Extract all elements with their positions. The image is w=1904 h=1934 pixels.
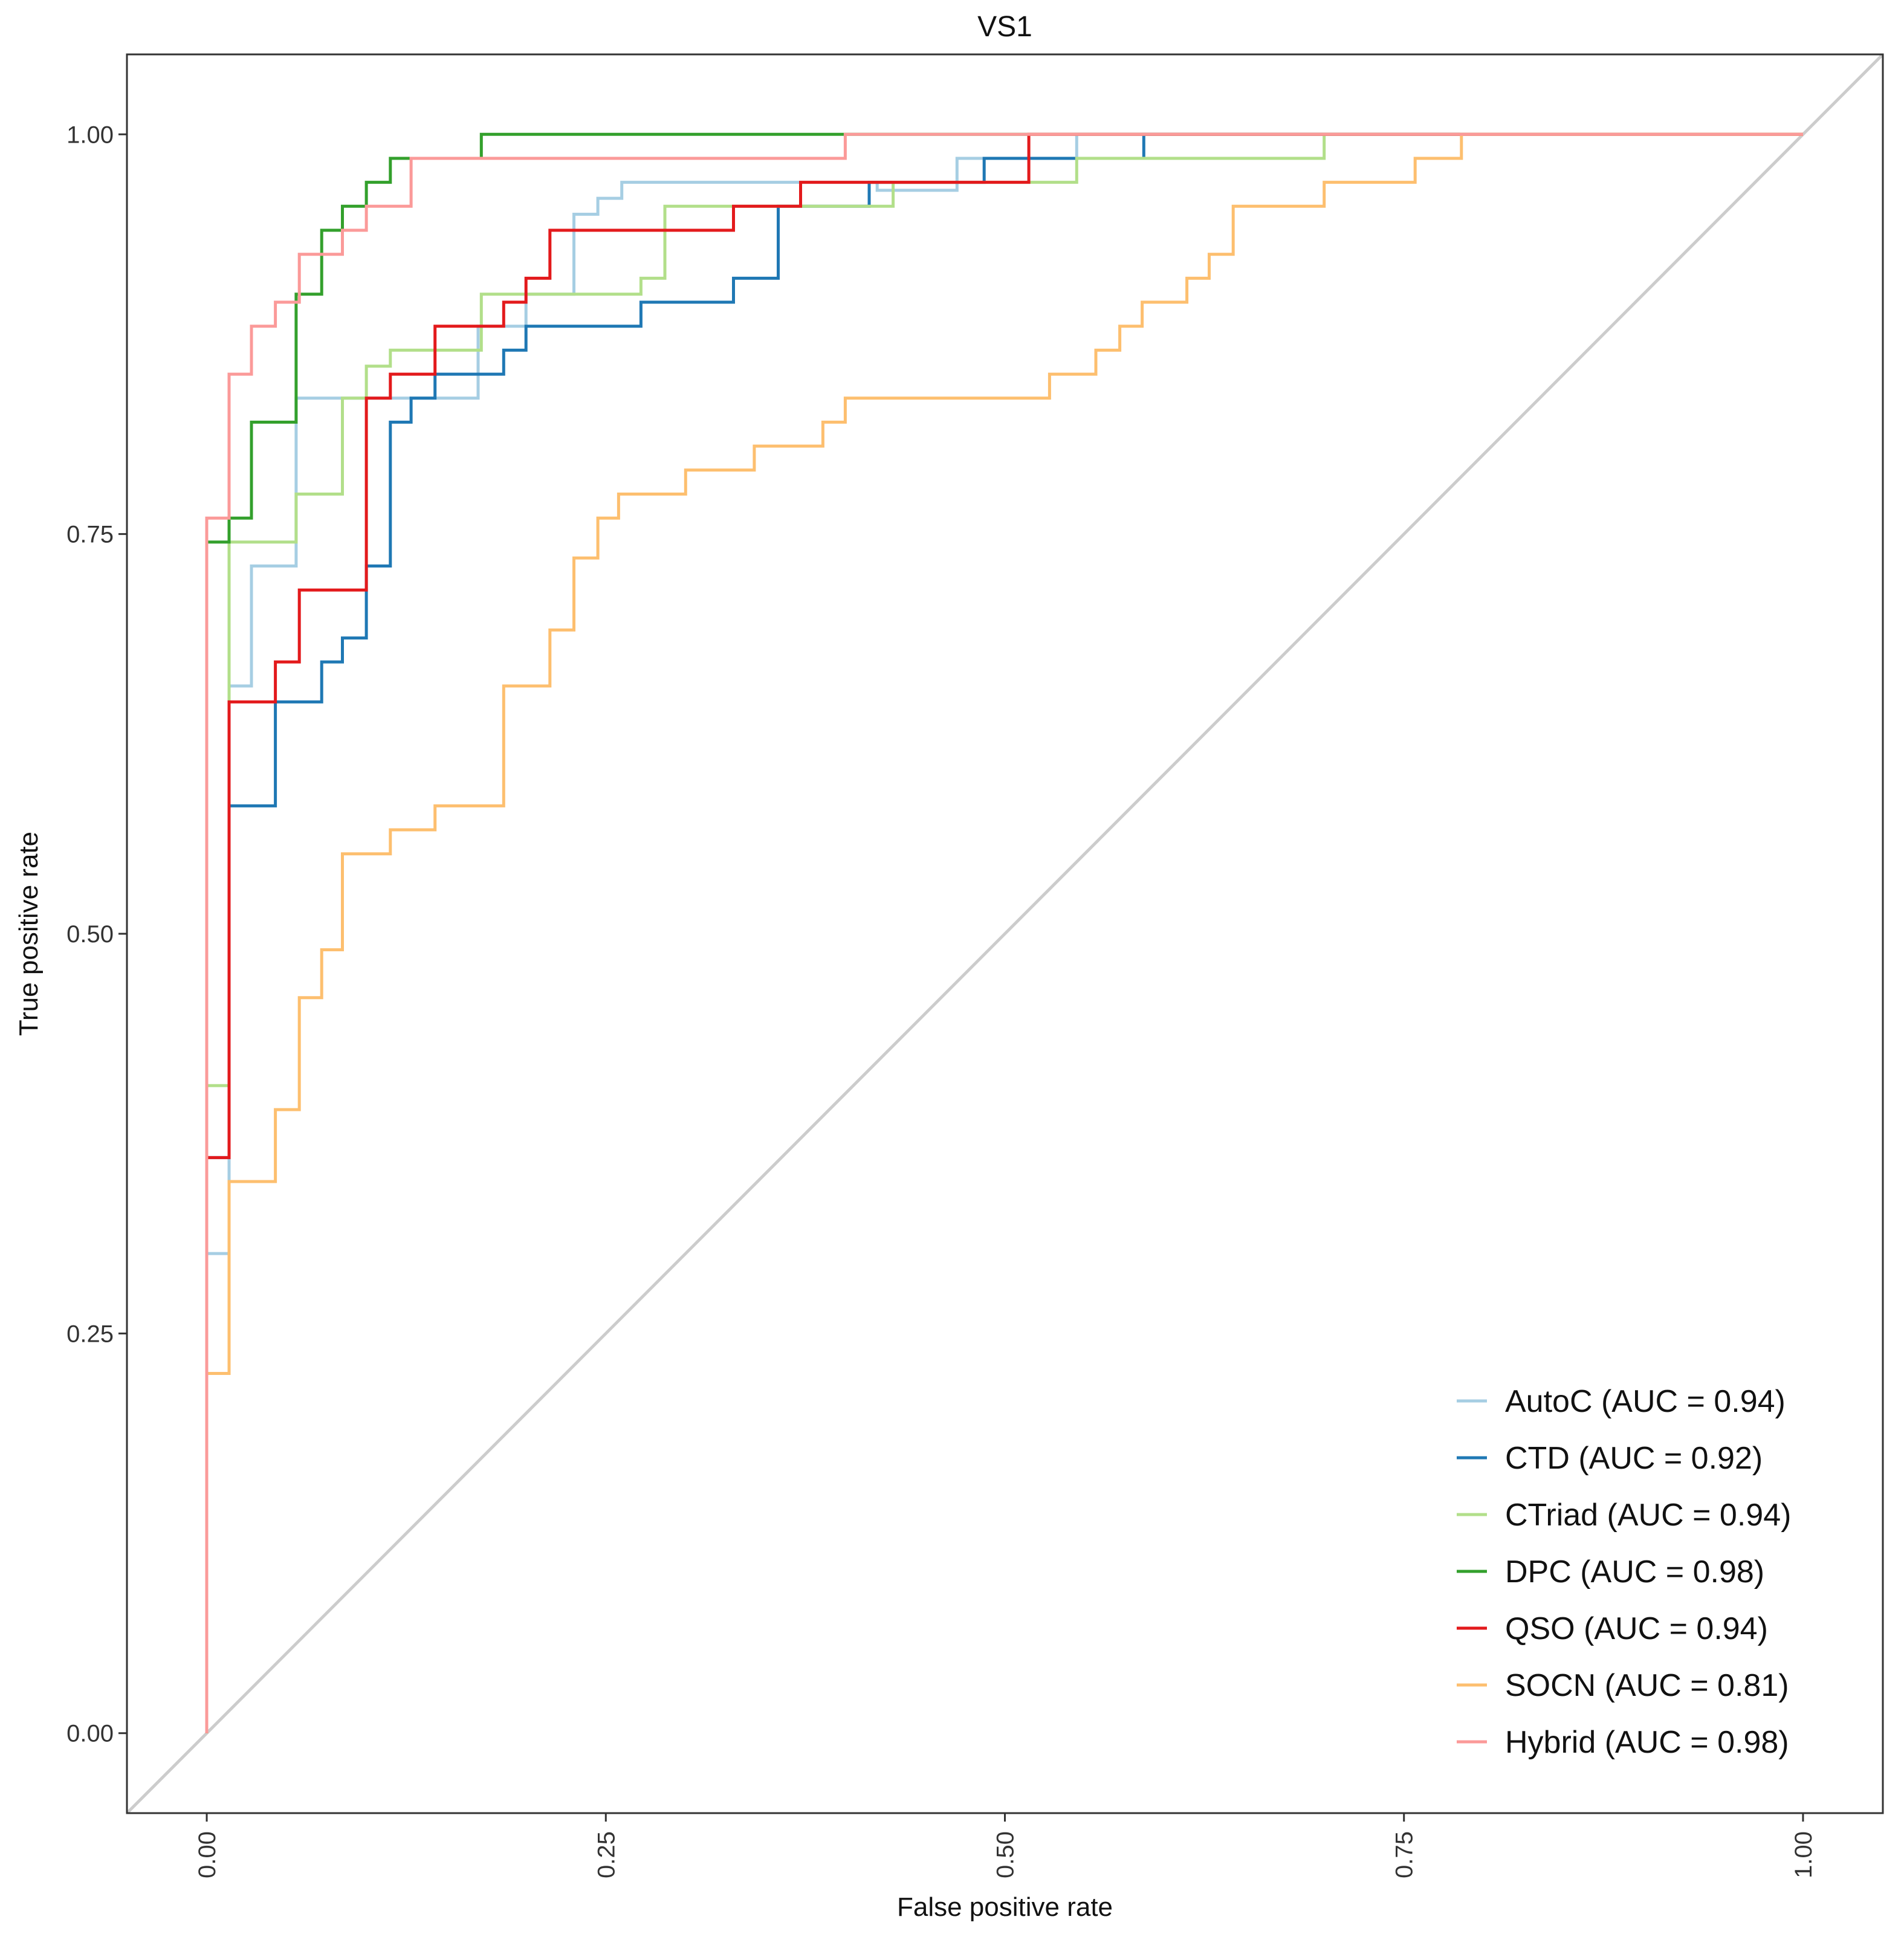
y-axis-title: True positive rate <box>14 832 44 1036</box>
legend: AutoC (AUC = 0.94) CTD (AUC = 0.92) CTriad… <box>1457 1384 1791 1760</box>
series-layer <box>205 132 1803 1733</box>
series-line-4 <box>205 132 1803 1733</box>
x-tick-label: 0.50 <box>992 1831 1019 1878</box>
x-tick-label: 0.00 <box>194 1831 221 1878</box>
legend-label-1: CTD (AUC = 0.92) <box>1505 1441 1763 1476</box>
axis-ticks: 0.00 0.25 0.50 0.75 1.00 0.00 0.25 0.50 0.75 1.00 <box>66 121 1817 1878</box>
x-tick-label: 1.00 <box>1790 1831 1817 1878</box>
x-tick-label: 0.25 <box>593 1831 620 1878</box>
diagonal-reference <box>126 53 1884 1814</box>
y-tick-label: 0.75 <box>66 522 114 548</box>
series-line-2 <box>205 132 1803 1733</box>
x-tick-label: 0.75 <box>1391 1831 1418 1878</box>
y-tick-label: 0.25 <box>66 1321 114 1347</box>
legend-label-4: QSO (AUC = 0.94) <box>1505 1611 1768 1646</box>
x-axis-title: False positive rate <box>897 1892 1113 1922</box>
legend-label-2: CTriad (AUC = 0.94) <box>1505 1498 1791 1533</box>
legend-label-0: AutoC (AUC = 0.94) <box>1505 1384 1786 1419</box>
legend-label-3: DPC (AUC = 0.98) <box>1505 1554 1764 1590</box>
series-line-6 <box>205 132 1803 1733</box>
y-tick-label: 1.00 <box>66 121 114 148</box>
diagonal-line <box>126 53 1884 1814</box>
series-line-5 <box>205 132 1803 1733</box>
y-tick-label: 0.50 <box>66 921 114 948</box>
legend-label-6: Hybrid (AUC = 0.98) <box>1505 1725 1789 1760</box>
chart-title: VS1 <box>977 11 1032 43</box>
legend-label-5: SOCN (AUC = 0.81) <box>1505 1668 1789 1703</box>
y-tick-label: 0.00 <box>66 1721 114 1747</box>
